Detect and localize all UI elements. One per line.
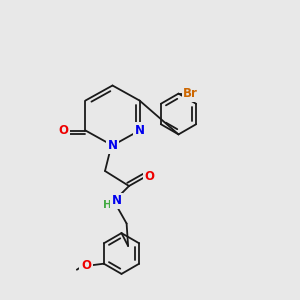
Text: O: O bbox=[58, 124, 69, 137]
Text: N: N bbox=[111, 194, 122, 208]
Text: H: H bbox=[103, 200, 112, 210]
Text: N: N bbox=[107, 139, 118, 152]
Text: N: N bbox=[134, 124, 145, 137]
Text: O: O bbox=[145, 170, 155, 183]
Text: O: O bbox=[81, 259, 91, 272]
Text: Br: Br bbox=[183, 87, 198, 100]
